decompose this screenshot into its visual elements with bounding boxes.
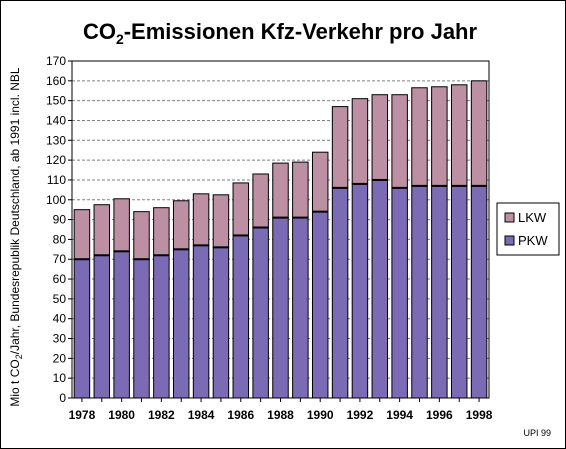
plot-area bbox=[71, 60, 490, 399]
x-tick-label: 1984 bbox=[188, 408, 215, 422]
bar-lkw-1980 bbox=[113, 198, 130, 252]
y-tick-label: 0 bbox=[59, 391, 66, 405]
bar-pkw-1986 bbox=[232, 234, 250, 399]
y-tick-label: 110 bbox=[47, 173, 66, 187]
chart-title: CO2-Emissionen Kfz-Verkehr pro Jahr bbox=[83, 19, 478, 47]
y-tick-label: 70 bbox=[53, 252, 67, 266]
bar-pkw-1981 bbox=[133, 258, 150, 399]
y-tick-label: 140 bbox=[46, 113, 66, 127]
bar-pkw-1988 bbox=[272, 217, 289, 399]
legend-swatch-lkw bbox=[504, 212, 515, 223]
x-tick-label: 1992 bbox=[347, 408, 374, 422]
bar-pkw-1982 bbox=[153, 254, 170, 399]
bar-lkw-1985 bbox=[212, 194, 230, 248]
y-tick-label: 20 bbox=[53, 351, 67, 365]
bar-pkw-1985 bbox=[212, 246, 230, 399]
y-tick-label: 10 bbox=[53, 371, 67, 385]
bar-pkw-1989 bbox=[292, 217, 309, 399]
bar-lkw-1987 bbox=[252, 173, 269, 229]
y-tick-label: 150 bbox=[46, 94, 66, 108]
y-tick-label: 40 bbox=[53, 312, 67, 326]
bar-lkw-1992 bbox=[351, 98, 369, 185]
bar-lkw-1982 bbox=[153, 207, 170, 256]
y-tick-label: 160 bbox=[46, 74, 66, 88]
bar-pkw-1983 bbox=[172, 248, 190, 399]
bar-lkw-1981 bbox=[133, 211, 150, 260]
legend-swatch-pkw bbox=[504, 235, 515, 246]
x-tick-label: 1988 bbox=[267, 408, 294, 422]
x-tick-label: 1978 bbox=[69, 408, 96, 422]
bar-pkw-1987 bbox=[252, 227, 269, 399]
y-tick-label: 60 bbox=[53, 272, 67, 286]
bar-pkw-1996 bbox=[431, 185, 448, 399]
x-tick-label: 1996 bbox=[426, 408, 453, 422]
x-axis-ticks: 1978 1980 1982 1984 1986 1988 1990 1992 1994 1996… bbox=[69, 398, 493, 422]
x-tick-label: 1998 bbox=[466, 408, 493, 422]
bar-pkw-1990 bbox=[311, 211, 329, 399]
y-axis-label: Mio t CO2/Jahr, Bundesrepublik Deutschla… bbox=[8, 67, 24, 407]
bar-lkw-1997 bbox=[450, 84, 468, 187]
bar-lkw-1996 bbox=[431, 86, 448, 187]
x-tick-label: 1982 bbox=[148, 408, 175, 422]
bar-lkw-1978 bbox=[73, 209, 91, 260]
x-tick-label: 1986 bbox=[227, 408, 254, 422]
bar-lkw-1984 bbox=[192, 193, 210, 246]
bar-pkw-1995 bbox=[411, 185, 428, 399]
bar-pkw-1991 bbox=[331, 187, 349, 399]
bar-lkw-1993 bbox=[371, 94, 389, 181]
bar-lkw-1983 bbox=[172, 200, 190, 250]
bar-lkw-1979 bbox=[93, 204, 111, 256]
y-tick-label: 100 bbox=[46, 193, 66, 207]
bar-pkw-1978 bbox=[73, 258, 91, 399]
bar-pkw-1994 bbox=[391, 187, 408, 399]
bar-lkw-1989 bbox=[292, 161, 309, 219]
bar-lkw-1994 bbox=[391, 94, 408, 189]
bar-pkw-1993 bbox=[371, 179, 389, 399]
y-tick-label: 30 bbox=[53, 332, 67, 346]
y-tick-label: 80 bbox=[53, 232, 67, 246]
bar-lkw-1986 bbox=[232, 182, 250, 236]
y-tick-label: 120 bbox=[46, 153, 66, 167]
bar-pkw-1997 bbox=[450, 185, 468, 399]
y-axis-ticks: 0 10 20 30 40 50 60 70 80 90 100 110 120 130 140 150 160… bbox=[46, 54, 72, 405]
bar-lkw-1988 bbox=[272, 162, 289, 219]
bar-pkw-1980 bbox=[113, 250, 130, 399]
y-tick-label: 50 bbox=[53, 292, 67, 306]
bar-lkw-1991 bbox=[331, 106, 349, 189]
credit-label: UPI 99 bbox=[523, 428, 551, 438]
legend-box bbox=[496, 202, 560, 256]
bar-pkw-1984 bbox=[192, 244, 210, 399]
legend-label-pkw: PKW bbox=[518, 233, 548, 248]
x-tick-label: 1994 bbox=[386, 408, 413, 422]
bar-pkw-1979 bbox=[93, 254, 111, 399]
x-tick-label: 1990 bbox=[307, 408, 334, 422]
bar-pkw-1998 bbox=[470, 185, 488, 399]
legend: LKW PKW bbox=[496, 202, 560, 256]
y-tick-label: 90 bbox=[53, 213, 67, 227]
bar-pkw-1992 bbox=[351, 183, 369, 399]
x-tick-label: 1980 bbox=[108, 408, 135, 422]
y-tick-label: 170 bbox=[46, 54, 66, 68]
bar-lkw-1990 bbox=[311, 151, 329, 213]
y-tick-label: 130 bbox=[46, 133, 66, 147]
bar-lkw-1998 bbox=[470, 80, 488, 187]
bar-lkw-1995 bbox=[411, 87, 428, 187]
legend-label-lkw: LKW bbox=[518, 210, 547, 225]
